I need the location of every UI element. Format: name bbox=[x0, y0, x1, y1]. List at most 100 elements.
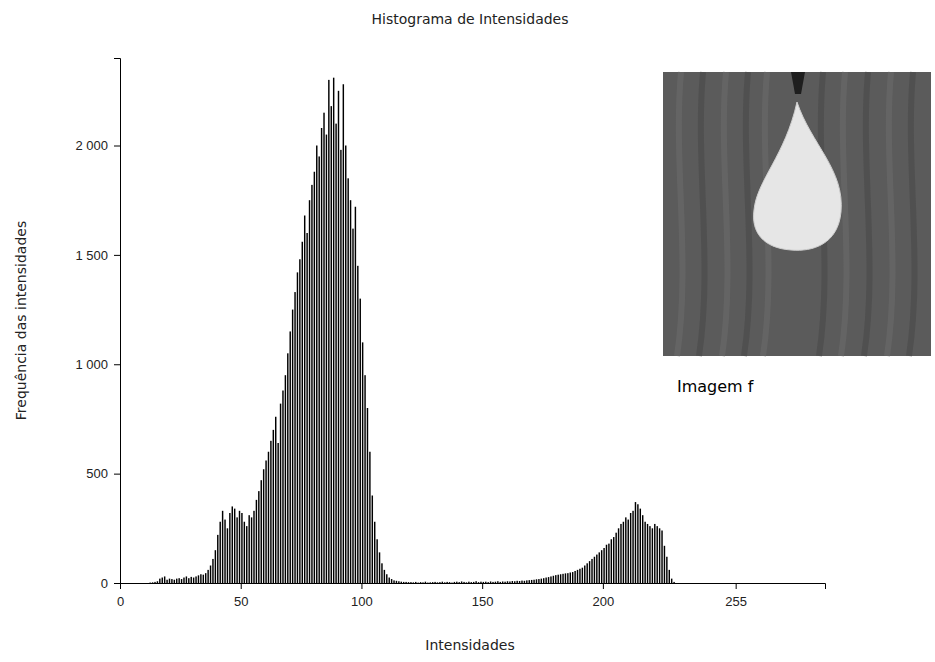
x-tick: 50 bbox=[234, 583, 248, 609]
histogram-bar bbox=[287, 353, 288, 583]
y-tick-label: 2 000 bbox=[75, 138, 108, 153]
x-tick-mark bbox=[361, 583, 362, 589]
histogram-bar bbox=[618, 528, 619, 583]
histogram-bar bbox=[586, 563, 587, 583]
histogram-bar bbox=[420, 582, 421, 583]
histogram-bar bbox=[601, 550, 602, 583]
histogram-bar bbox=[258, 491, 259, 583]
histogram-bar bbox=[570, 573, 571, 584]
x-tick-label: 200 bbox=[593, 594, 615, 609]
histogram-bar bbox=[637, 504, 638, 583]
histogram-bar bbox=[461, 581, 462, 583]
histogram-bar bbox=[174, 580, 175, 583]
histogram-bar bbox=[224, 520, 225, 583]
histogram-bar bbox=[652, 528, 653, 583]
histogram-bar bbox=[176, 579, 177, 583]
histogram-bar bbox=[215, 550, 216, 583]
histogram-bar bbox=[611, 539, 612, 583]
x-axis-title: Intensidades bbox=[425, 637, 514, 653]
histogram-bar bbox=[495, 582, 496, 583]
histogram-bar bbox=[263, 469, 264, 583]
histogram-bar bbox=[203, 575, 204, 583]
histogram-bar bbox=[297, 272, 298, 583]
histogram-bar bbox=[270, 441, 271, 583]
histogram-bar bbox=[413, 582, 414, 583]
histogram-bar bbox=[514, 581, 515, 583]
histogram-bar bbox=[642, 515, 643, 583]
histogram-bar bbox=[671, 579, 672, 583]
histogram-bar bbox=[584, 566, 585, 584]
histogram-bar bbox=[717, 583, 718, 584]
histogram-bar bbox=[512, 581, 513, 583]
x-tick-label: 0 bbox=[117, 594, 124, 609]
histogram-bar bbox=[533, 580, 534, 583]
histogram-bar bbox=[529, 580, 530, 583]
histogram-bar bbox=[232, 506, 233, 583]
histogram-bar bbox=[133, 583, 134, 584]
y-tick: 0 bbox=[101, 576, 120, 591]
inset-background bbox=[663, 72, 931, 356]
histogram-bar bbox=[487, 582, 488, 583]
histogram-bar bbox=[171, 579, 172, 583]
x-tick-mark bbox=[603, 583, 604, 589]
histogram-bar bbox=[695, 583, 696, 584]
histogram-bar bbox=[275, 417, 276, 583]
x-tick-mark bbox=[241, 583, 242, 589]
inset-streak bbox=[864, 72, 870, 356]
x-tick-mark bbox=[482, 583, 483, 589]
histogram-bar bbox=[555, 575, 556, 583]
x-tick-label: 150 bbox=[472, 594, 494, 609]
histogram-bar bbox=[219, 522, 220, 583]
histogram-bar bbox=[579, 569, 580, 583]
histogram-bar bbox=[244, 522, 245, 583]
histogram-bar bbox=[367, 408, 368, 583]
histogram-bar bbox=[289, 331, 290, 583]
inset-image bbox=[663, 72, 931, 356]
histogram-bar bbox=[427, 582, 428, 583]
histogram-bar bbox=[485, 582, 486, 583]
y-tick: 2 000 bbox=[75, 138, 120, 153]
histogram-bar bbox=[355, 207, 356, 583]
histogram-bar bbox=[541, 579, 542, 583]
histogram-bar bbox=[567, 573, 568, 583]
bars bbox=[149, 78, 674, 583]
annotation: Imagem f bbox=[677, 377, 754, 396]
histogram-bar bbox=[147, 583, 148, 584]
histogram-bar bbox=[434, 582, 435, 583]
y-tick-label: 1 000 bbox=[75, 357, 108, 372]
y-tick-mark bbox=[114, 474, 120, 475]
y-axis: 05001 0001 5002 000 bbox=[75, 59, 120, 591]
histogram-bar bbox=[405, 582, 406, 583]
histogram-bar bbox=[536, 579, 537, 583]
histogram-bar bbox=[678, 583, 679, 584]
histogram-bar bbox=[635, 502, 636, 583]
histogram-bar bbox=[142, 583, 143, 584]
histogram-bar bbox=[285, 375, 286, 583]
histogram-bar bbox=[714, 583, 715, 584]
histogram-bar bbox=[562, 574, 563, 583]
histogram-bar bbox=[707, 583, 708, 584]
histogram-bar bbox=[519, 581, 520, 583]
histogram-bar bbox=[333, 78, 334, 583]
inset-streak bbox=[699, 72, 705, 356]
histogram-bar bbox=[710, 583, 711, 584]
histogram-bar bbox=[369, 452, 370, 583]
histogram-bar bbox=[381, 563, 382, 583]
histogram-bar bbox=[372, 496, 373, 584]
x-tick: 150 bbox=[472, 583, 494, 609]
histogram-bar bbox=[729, 583, 730, 584]
histogram-bar bbox=[702, 583, 703, 584]
histogram-bar bbox=[166, 580, 167, 583]
histogram-bar bbox=[548, 577, 549, 583]
histogram-bar bbox=[222, 511, 223, 583]
y-tick-mark bbox=[114, 146, 120, 147]
x-axis-line bbox=[121, 584, 826, 590]
inset-streak bbox=[722, 72, 728, 356]
histogram-bar bbox=[577, 570, 578, 583]
histogram-bar bbox=[183, 578, 184, 583]
histogram-bar bbox=[253, 511, 254, 583]
title: Histograma de Intensidades bbox=[371, 11, 568, 27]
histogram-bar bbox=[647, 524, 648, 583]
histogram-bar bbox=[454, 582, 455, 583]
histogram-bar bbox=[357, 266, 358, 583]
